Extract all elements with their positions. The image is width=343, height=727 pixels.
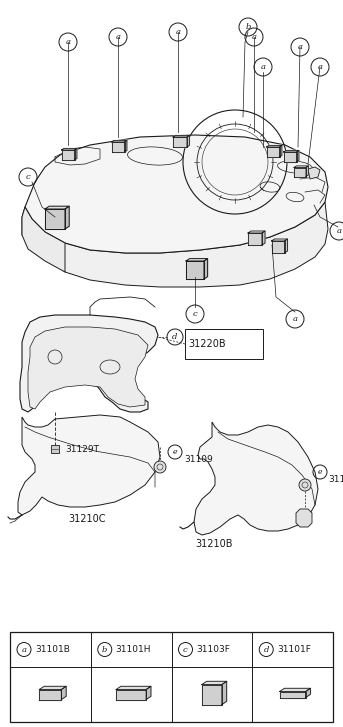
Text: c: c [193,310,197,318]
Polygon shape [204,259,208,279]
Polygon shape [116,686,151,689]
Text: a: a [116,33,120,41]
Polygon shape [306,166,308,177]
Text: e: e [173,448,177,456]
Polygon shape [146,686,151,699]
Circle shape [299,479,311,491]
Text: d: d [172,333,178,341]
Polygon shape [28,327,148,409]
Polygon shape [306,688,310,697]
Bar [10,632,333,722]
Polygon shape [186,259,208,261]
Polygon shape [61,150,74,160]
Polygon shape [280,691,306,697]
Text: a: a [176,28,180,36]
Text: a: a [251,33,257,41]
Polygon shape [284,152,296,162]
Polygon shape [61,686,66,699]
Text: 31210C: 31210C [68,514,106,524]
Text: 31109: 31109 [328,475,343,483]
Text: a: a [293,315,297,323]
Polygon shape [202,685,222,704]
Text: e: e [318,468,322,476]
Text: a: a [297,43,303,51]
Polygon shape [65,206,69,229]
Polygon shape [296,509,312,527]
Polygon shape [18,415,160,515]
Polygon shape [173,135,189,137]
Polygon shape [262,231,265,245]
Polygon shape [187,135,189,147]
Polygon shape [267,147,280,157]
Polygon shape [280,688,310,691]
Polygon shape [194,422,318,535]
Polygon shape [248,233,262,245]
Text: 31210B: 31210B [195,539,233,549]
Text: 31103F: 31103F [197,645,230,654]
Polygon shape [111,142,125,152]
Polygon shape [173,137,187,147]
Polygon shape [111,140,127,142]
Polygon shape [308,167,320,179]
Polygon shape [248,231,265,233]
Polygon shape [272,239,287,241]
Text: a: a [260,63,265,71]
Polygon shape [61,148,77,150]
Polygon shape [45,206,69,209]
Polygon shape [74,148,77,160]
Bar [51,445,59,453]
Text: 31109: 31109 [184,454,213,464]
Polygon shape [22,207,65,272]
Text: 31129T: 31129T [65,444,99,454]
Text: a: a [336,227,342,235]
Text: a: a [22,646,26,654]
Polygon shape [116,689,146,699]
Text: b: b [245,23,251,31]
Circle shape [154,461,166,473]
Polygon shape [296,150,299,162]
Text: a: a [66,38,71,46]
Text: c: c [183,646,188,654]
Polygon shape [186,261,204,279]
Text: a: a [318,63,322,71]
Polygon shape [20,315,158,412]
Polygon shape [284,239,287,253]
Polygon shape [45,209,65,229]
Text: 31220B: 31220B [188,339,226,349]
Polygon shape [202,681,227,685]
Text: c: c [26,173,31,181]
Polygon shape [272,241,284,253]
Polygon shape [39,689,61,699]
Text: d: d [263,646,269,654]
Text: 31101F: 31101F [277,645,311,654]
Polygon shape [25,135,328,253]
Polygon shape [125,140,127,152]
Text: b: b [102,646,107,654]
Polygon shape [267,145,282,147]
Polygon shape [22,202,328,287]
Polygon shape [294,167,306,177]
Polygon shape [222,681,227,704]
Text: 31101B: 31101B [35,645,70,654]
Polygon shape [280,145,282,157]
Polygon shape [294,166,308,167]
Text: 31101H: 31101H [116,645,151,654]
Polygon shape [39,686,66,689]
Polygon shape [284,150,299,152]
